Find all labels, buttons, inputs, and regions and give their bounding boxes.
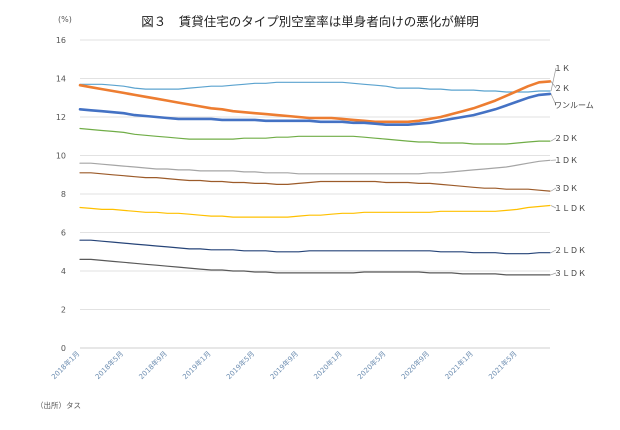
series-line-1 bbox=[78, 80, 552, 124]
series-label-leader-6 bbox=[550, 205, 557, 209]
series-label-5: ３ＤＫ bbox=[554, 184, 578, 193]
series-label-4: １ＤＫ bbox=[554, 156, 578, 165]
x-tick-label: 2021年1月 bbox=[443, 349, 475, 381]
y-tick-label: 2 bbox=[61, 306, 66, 315]
series-line-6 bbox=[79, 204, 551, 218]
series-line-2 bbox=[78, 92, 552, 126]
series-labels: １Ｋ ２Ｋ ワンルーム ２ＤＫ １ＤＫ ３ＤＫ １ＬＤＫ ２ＬＤＫ ３ＬＤＫ bbox=[550, 64, 594, 278]
y-axis-ticks: 0 2 4 6 8 10 12 14 16 bbox=[56, 36, 66, 353]
x-tick-label: 2021年5月 bbox=[487, 349, 519, 381]
chart-title: 図３ 賃貸住宅のタイプ別空室率は単身者向けの悪化が鮮明 bbox=[141, 14, 479, 29]
y-tick-label: 6 bbox=[61, 229, 66, 238]
series-label-3: ２ＤＫ bbox=[554, 134, 578, 143]
series-label-leader-1 bbox=[550, 81, 557, 89]
series-line-3 bbox=[79, 127, 551, 145]
series-line-8 bbox=[79, 258, 551, 276]
series-label-leader-7 bbox=[550, 249, 557, 254]
x-tick-label: 2020年5月 bbox=[355, 349, 387, 381]
series-line-7 bbox=[79, 239, 551, 255]
x-tick-label: 2020年9月 bbox=[399, 349, 431, 381]
series-label-leader-0 bbox=[550, 67, 557, 92]
series-label-0: １Ｋ bbox=[554, 64, 570, 73]
x-tick-label: 2019年5月 bbox=[224, 349, 256, 381]
x-tick-label: 2019年9月 bbox=[268, 349, 300, 381]
series-label-leader-2 bbox=[550, 93, 557, 106]
y-tick-label: 14 bbox=[56, 75, 66, 84]
source-note: （出所）タス bbox=[36, 400, 81, 410]
y-tick-label: 16 bbox=[56, 36, 66, 45]
x-tick-label: 2019年1月 bbox=[181, 349, 213, 381]
y-unit-label: (%) bbox=[58, 15, 72, 24]
series-label-leader-5 bbox=[550, 187, 557, 192]
series-label-1: ２Ｋ bbox=[554, 84, 570, 93]
x-tick-label: 2018年1月 bbox=[49, 349, 81, 381]
y-tick-label: 10 bbox=[56, 152, 66, 161]
y-tick-label: 8 bbox=[61, 190, 66, 199]
series-label-7: ２ＬＤＫ bbox=[554, 246, 586, 255]
series-label-8: ３ＬＤＫ bbox=[554, 269, 586, 278]
x-axis-ticks: 2018年1月 2018年5月 2018年9月 2019年1月 2019年5月 2019年… bbox=[49, 349, 518, 381]
series-line-5 bbox=[79, 172, 551, 192]
gridlines bbox=[80, 39, 550, 349]
series-lines bbox=[78, 80, 552, 276]
y-tick-label: 4 bbox=[61, 267, 66, 276]
y-tick-label: 12 bbox=[56, 113, 66, 122]
x-tick-label: 2018年9月 bbox=[137, 349, 169, 381]
x-tick-label: 2020年1月 bbox=[312, 349, 344, 381]
y-tick-label: 0 bbox=[61, 344, 66, 353]
series-label-6: １ＬＤＫ bbox=[554, 204, 586, 213]
series-label-leader-8 bbox=[550, 272, 557, 276]
series-label-leader-3 bbox=[550, 137, 557, 142]
series-label-2: ワンルーム bbox=[554, 101, 594, 110]
series-line-0 bbox=[79, 81, 551, 93]
series-line-4 bbox=[79, 159, 551, 175]
x-tick-label: 2018年5月 bbox=[93, 349, 125, 381]
